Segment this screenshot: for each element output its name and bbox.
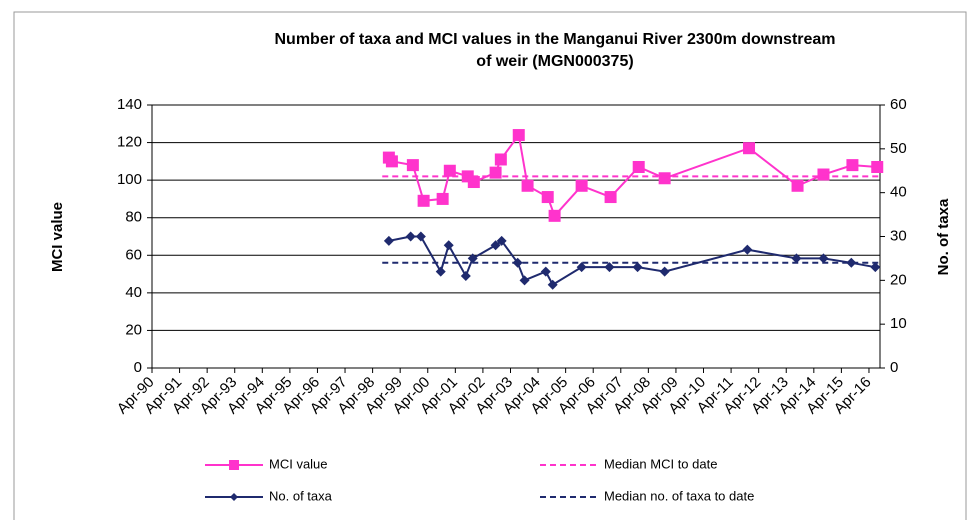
point: [818, 253, 829, 264]
point: [406, 159, 419, 172]
legend-label: Median no. of taxa to date: [604, 488, 754, 503]
y2-tick-label: 30: [890, 227, 907, 244]
chart-border: [13, 11, 967, 520]
y-tick-label: 80: [125, 209, 142, 226]
y-axis-title: MCI value: [49, 202, 66, 272]
y-tick-label: 100: [117, 171, 142, 188]
point: [435, 266, 446, 277]
point: [791, 253, 802, 264]
y-tick-label: 120: [117, 134, 142, 151]
point: [467, 253, 478, 264]
point: [540, 266, 551, 277]
y2-tick-label: 50: [890, 140, 907, 157]
point: [512, 129, 525, 142]
point: [385, 155, 398, 168]
point: [494, 153, 507, 166]
y2-tick-label: 40: [890, 184, 907, 201]
point: [742, 244, 753, 255]
point: [521, 179, 534, 192]
point: [548, 209, 561, 222]
point: [467, 176, 480, 189]
y-tick-label: 140: [117, 96, 142, 113]
y-tick-label: 20: [125, 321, 142, 338]
y-tick-label: 40: [125, 284, 142, 301]
point: [846, 257, 857, 268]
point: [604, 262, 615, 273]
point: [415, 231, 426, 242]
point: [519, 275, 530, 286]
point: [443, 164, 456, 177]
legend-label: Median MCI to date: [604, 456, 717, 471]
legend-marker: [229, 460, 239, 470]
point: [443, 240, 454, 251]
point: [417, 194, 430, 207]
point: [817, 168, 830, 181]
y2-tick-label: 60: [890, 96, 907, 113]
point: [547, 279, 558, 290]
point: [383, 235, 394, 246]
point: [436, 192, 449, 205]
series-line: [388, 235, 876, 287]
y-tick-label: 0: [134, 359, 142, 376]
legend-marker: [230, 493, 238, 501]
point: [846, 159, 859, 172]
legend-label: MCI value: [269, 456, 328, 471]
chart-title: Number of taxa and MCI values in the Man…: [274, 31, 835, 48]
y2-tick-label: 0: [890, 359, 898, 376]
point: [490, 240, 501, 251]
point: [604, 191, 617, 204]
point: [496, 235, 507, 246]
y2-tick-label: 20: [890, 271, 907, 288]
point: [632, 262, 643, 273]
y2-tick-label: 10: [890, 315, 907, 332]
point: [658, 172, 671, 185]
point: [405, 231, 416, 242]
y2-axis-title: No. of taxa: [935, 198, 952, 275]
point: [870, 262, 881, 273]
point: [575, 179, 588, 192]
point: [659, 266, 670, 277]
point: [460, 270, 471, 281]
point: [541, 191, 554, 204]
point: [632, 160, 645, 173]
chart-title: of weir (MGN000375): [476, 53, 633, 70]
point: [791, 179, 804, 192]
legend-label: No. of taxa: [269, 488, 333, 503]
point: [576, 262, 587, 273]
point: [871, 160, 884, 173]
point: [743, 142, 756, 155]
y-tick-label: 60: [125, 246, 142, 263]
